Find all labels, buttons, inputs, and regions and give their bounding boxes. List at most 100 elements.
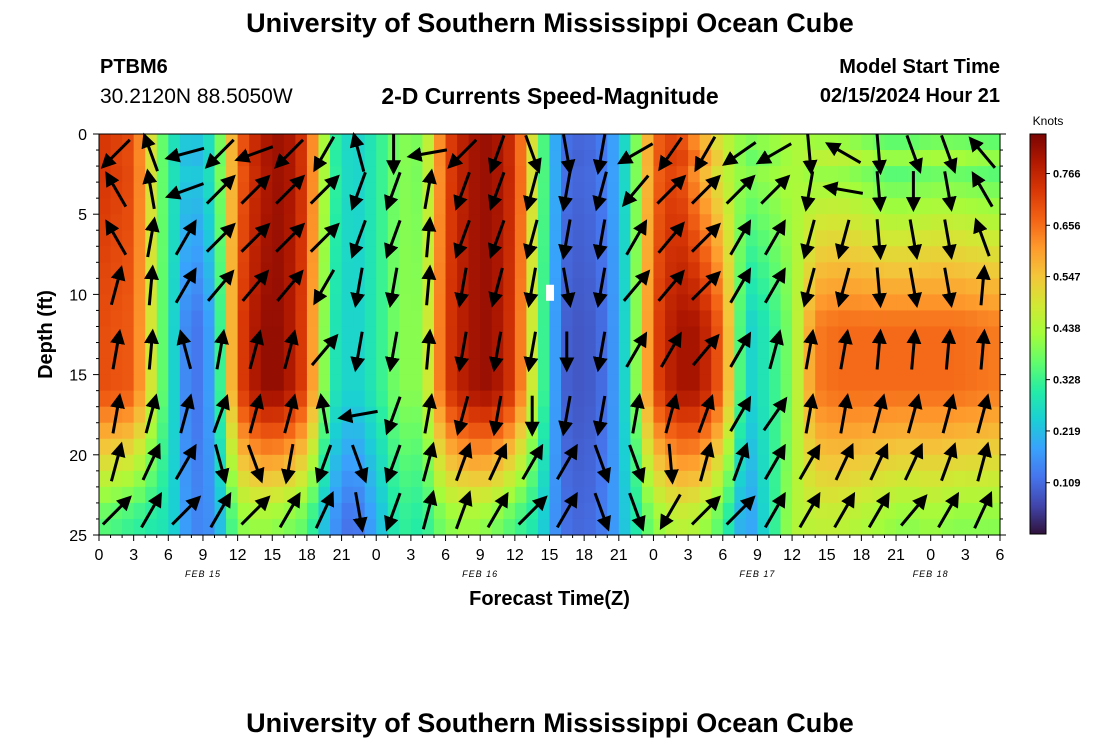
current-vector-arrow xyxy=(234,145,274,163)
current-vector-arrow xyxy=(764,491,786,529)
heatmap-cell xyxy=(757,278,770,295)
current-vector-arrow xyxy=(592,267,608,309)
heatmap-cell xyxy=(468,198,481,215)
heatmap-cell xyxy=(179,518,193,536)
heatmap-cell xyxy=(942,518,955,536)
heatmap-cell xyxy=(399,502,412,520)
heatmap-cell xyxy=(907,294,920,312)
heatmap-cell xyxy=(433,342,447,360)
heatmap-cell xyxy=(237,182,250,199)
heatmap-cell xyxy=(618,342,631,360)
heatmap-cell xyxy=(537,150,551,167)
heatmap-cell xyxy=(226,374,239,392)
heatmap-cell xyxy=(364,454,377,472)
heatmap-cell xyxy=(537,422,551,440)
heatmap-cell xyxy=(722,406,735,424)
heatmap-cell xyxy=(988,294,1001,312)
heatmap-cell xyxy=(930,422,943,440)
current-vector-arrow xyxy=(833,491,856,529)
heatmap-cell xyxy=(214,262,227,279)
heatmap-cell xyxy=(503,422,516,440)
heatmap-cell xyxy=(295,294,308,312)
heatmap-cell xyxy=(122,422,135,440)
heatmap-cell xyxy=(122,438,135,456)
heatmap-cell xyxy=(942,294,955,312)
heatmap-cell xyxy=(306,438,320,456)
heatmap-cell xyxy=(838,470,851,488)
heatmap-cell xyxy=(318,518,331,536)
heatmap-cell xyxy=(376,358,389,376)
current-vector-arrow xyxy=(556,443,578,481)
x-tick-label: 18 xyxy=(852,547,870,564)
heatmap-cell xyxy=(641,294,655,312)
heatmap-cell xyxy=(318,294,331,312)
heatmap-cell xyxy=(953,326,966,344)
heatmap-cell xyxy=(572,166,585,183)
heatmap-cell xyxy=(433,422,447,440)
heatmap-cell xyxy=(410,214,424,231)
x-tick-label: 15 xyxy=(263,547,281,564)
x-tick-label: 9 xyxy=(199,547,208,564)
heatmap-cell xyxy=(318,262,331,279)
heatmap-cell xyxy=(330,150,343,167)
heatmap-cell xyxy=(468,246,481,263)
heatmap-cell xyxy=(226,438,239,456)
heatmap-cell xyxy=(688,518,701,536)
current-vector-arrow xyxy=(206,269,235,302)
heatmap-cell xyxy=(410,374,424,392)
heatmap-cell xyxy=(780,374,793,392)
heatmap-cell xyxy=(445,294,458,312)
heatmap-cell xyxy=(514,406,527,424)
heatmap-cell xyxy=(364,214,377,231)
white-marker xyxy=(546,284,555,301)
heatmap-cell xyxy=(780,326,793,344)
heatmap-cell xyxy=(226,294,239,312)
heatmap-cell xyxy=(410,326,424,344)
heatmap-cell xyxy=(99,438,112,456)
current-vector-arrow xyxy=(421,489,438,530)
heatmap-cell xyxy=(468,454,481,472)
heatmap-cell xyxy=(168,230,181,247)
heatmap-cell xyxy=(526,374,539,392)
heatmap-cell xyxy=(537,230,551,247)
heatmap-cell xyxy=(965,246,978,263)
heatmap-cell xyxy=(792,182,805,199)
current-vector-arrow xyxy=(212,393,230,434)
heatmap-cell xyxy=(99,518,112,536)
current-vector-arrow xyxy=(523,219,539,260)
heatmap-cell xyxy=(930,246,943,263)
heatmap-cell xyxy=(953,502,966,520)
heatmap-cell xyxy=(445,310,458,328)
current-vector-arrow xyxy=(975,328,991,370)
heatmap-cell xyxy=(838,198,851,215)
heatmap-cell xyxy=(272,294,285,312)
heatmap-cell xyxy=(953,166,966,183)
heatmap-cell xyxy=(306,182,320,199)
heatmap-cell xyxy=(665,198,678,215)
heatmap-cell xyxy=(641,230,655,247)
heatmap-cell xyxy=(757,454,770,472)
heatmap-cell xyxy=(953,406,966,424)
heatmap-cell xyxy=(226,310,239,328)
heatmap-cell xyxy=(364,390,377,408)
heatmap-cell xyxy=(145,518,158,536)
current-vector-arrow xyxy=(278,491,301,529)
heatmap-cell xyxy=(168,166,181,183)
heatmap-cell xyxy=(676,390,689,408)
heatmap-cell xyxy=(896,406,909,424)
heatmap-cell xyxy=(826,438,839,456)
heatmap-cell xyxy=(364,150,377,167)
heatmap-cell xyxy=(919,230,932,247)
heatmap-cell xyxy=(376,214,389,231)
heatmap-cell xyxy=(133,358,146,376)
current-vector-arrow xyxy=(837,328,853,370)
heatmap-cell xyxy=(815,518,828,536)
heatmap-cell xyxy=(884,374,897,392)
heatmap-cell xyxy=(283,214,296,231)
heatmap-cell xyxy=(306,502,320,520)
heatmap-cell xyxy=(202,390,216,408)
heatmap-cell xyxy=(815,502,828,520)
heatmap-cell xyxy=(306,278,320,295)
heatmap-cell xyxy=(202,406,216,424)
heatmap-cell xyxy=(641,390,655,408)
